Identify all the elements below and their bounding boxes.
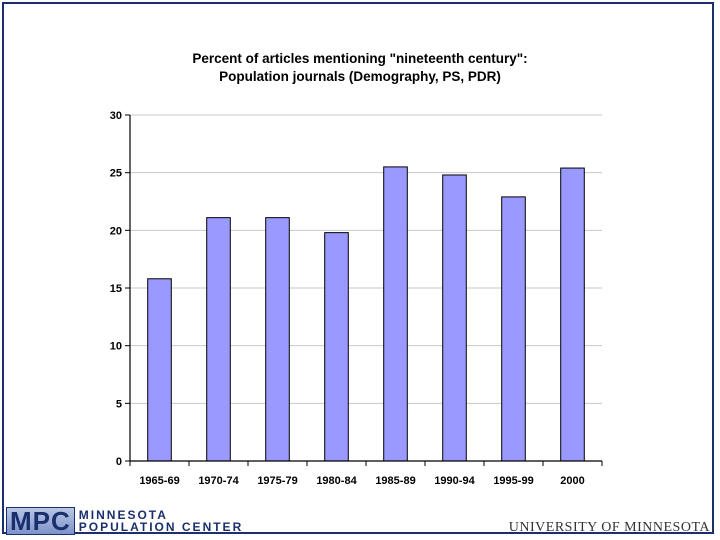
x-tick-label: 1980-84: [316, 475, 357, 487]
mpc-logo-text: MINNESOTA POPULATION CENTER: [79, 509, 243, 533]
y-tick-label: 0: [116, 456, 122, 468]
chart-title-block: Percent of articles mentioning "nineteen…: [0, 50, 720, 86]
y-tick-label: 10: [110, 341, 122, 353]
x-tick-label: 1985-89: [375, 475, 415, 487]
bar: [206, 217, 231, 462]
x-tick-label: 1990-94: [434, 475, 475, 487]
bar: [265, 217, 290, 462]
slide-frame: [2, 2, 714, 534]
chart-subtitle: Population journals (Demography, PS, PDR…: [219, 69, 501, 84]
y-tick-label: 25: [110, 168, 122, 180]
bar: [147, 278, 172, 462]
bar: [383, 166, 408, 462]
bar-chart: 0 5 10 15 20 25 30 1965-69 1970-74 1975-79 1980-84…: [110, 110, 603, 487]
mpc-logo-letters: MPC: [6, 507, 75, 535]
bar: [560, 167, 585, 462]
bar: [324, 232, 349, 462]
x-tick-label: 1995-99: [493, 475, 533, 487]
x-tick-label: 2000: [560, 475, 584, 487]
mpc-logo-line2: POPULATION CENTER: [78, 520, 244, 534]
y-tick-label: 5: [116, 398, 122, 410]
bar: [442, 174, 467, 462]
y-tick-label: 20: [110, 225, 122, 237]
x-tick-label: 1975-79: [257, 475, 297, 487]
y-tick-label: 15: [110, 283, 122, 295]
footer: MPC MINNESOTA POPULATION CENTER UNIVERSI…: [4, 503, 714, 536]
mpc-logo-line1: MINNESOTA: [78, 508, 168, 522]
chart-title: Percent of articles mentioning "nineteen…: [192, 51, 528, 66]
x-tick-label: 1970-74: [198, 475, 239, 487]
x-tick-label: 1965-69: [139, 475, 179, 487]
mpc-logo: MPC MINNESOTA POPULATION CENTER: [6, 507, 243, 535]
bar: [501, 196, 526, 462]
y-tick-label: 30: [110, 110, 122, 122]
university-wordmark: UNIVERSITY OF MINNESOTA: [508, 520, 710, 535]
